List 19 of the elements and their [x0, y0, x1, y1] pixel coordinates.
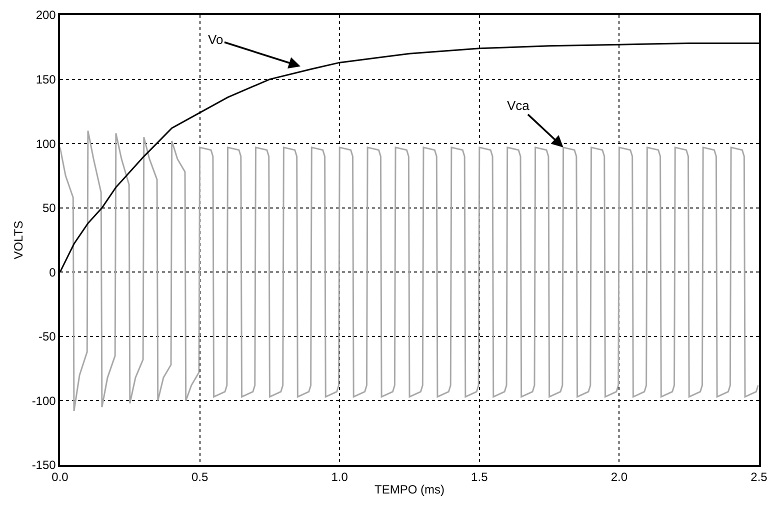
x-tick-label: 0.5 [191, 470, 208, 484]
x-tick-label: 2.5 [750, 470, 768, 484]
y-tick-label: 50 [42, 201, 56, 216]
x-tick-label: 2.0 [610, 470, 628, 484]
annotation: Vo [208, 32, 224, 47]
y-tick-label: 200 [36, 8, 56, 22]
y-tick-label: -50 [38, 330, 56, 344]
y-tick-label: 150 [36, 72, 56, 86]
y-tick-label: -100 [32, 394, 56, 408]
x-tick-label: 1.5 [471, 470, 488, 484]
x-axis-title: TEMPO (ms) [374, 482, 444, 497]
x-tick-label: 0.0 [52, 470, 69, 484]
y-tick-label: 0 [49, 265, 56, 280]
line-series [60, 130, 759, 412]
y-tick-label: 100 [36, 136, 56, 151]
y-axis-title: VOLTS [12, 220, 26, 260]
x-tick-label: 1.0 [331, 470, 348, 484]
annotation: Vca [507, 98, 530, 113]
y-tick-label: -150 [32, 458, 56, 472]
